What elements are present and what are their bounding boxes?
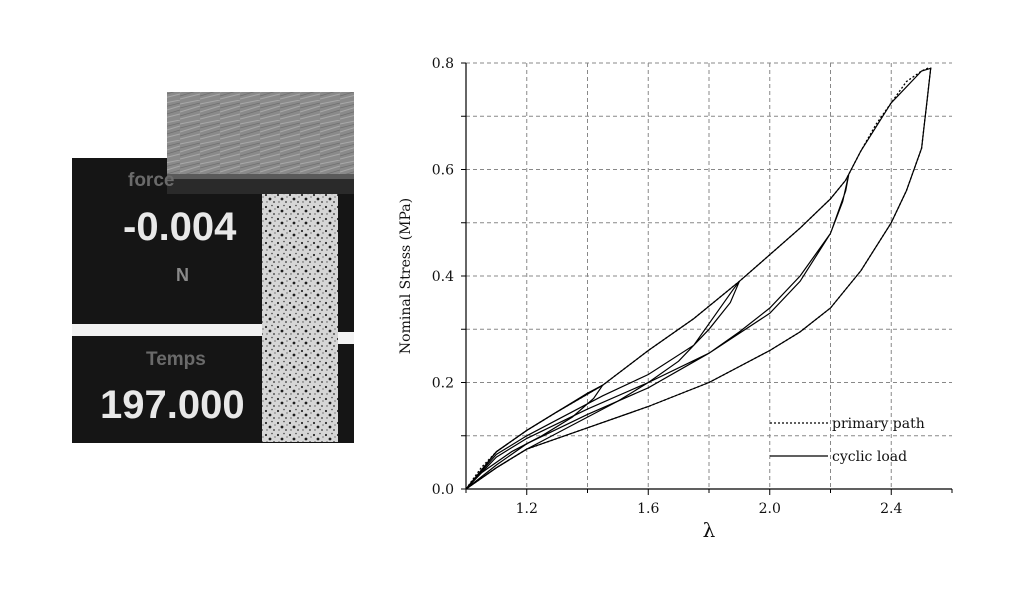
y-tick-label: 0.2 xyxy=(432,376,454,392)
y-tick-label: 0.0 xyxy=(432,482,454,498)
series-cyclic-load-cycle-3 xyxy=(465,174,850,490)
x-tick-label: 1.6 xyxy=(637,501,659,517)
series-cyclic-load-cycle-2 xyxy=(465,280,740,490)
x-axis-label: λ xyxy=(703,518,716,542)
force-label: force xyxy=(128,170,174,191)
clamp-jaw xyxy=(167,178,354,194)
y-tick-label: 0.4 xyxy=(432,269,454,285)
time-value: 197.000 xyxy=(100,383,245,427)
y-tick-label: 0.8 xyxy=(432,56,454,72)
y-axis-label: Nominal Stress (MPa) xyxy=(398,198,414,354)
x-tick-label: 2.0 xyxy=(759,501,781,517)
chart-ticks: 1.2 1.6 2.0 2.4 0.0 0.2 0.4 0.6 0.8 xyxy=(432,56,903,517)
display-divider xyxy=(72,324,262,336)
chart-series xyxy=(465,67,932,490)
chart-axes xyxy=(461,62,953,495)
speckled-specimen xyxy=(262,194,338,442)
time-label: Temps xyxy=(146,349,206,370)
chart-grid xyxy=(466,62,952,489)
x-tick-label: 2.4 xyxy=(880,501,902,517)
series-cyclic-load-cycle-1 xyxy=(465,67,932,490)
legend-primary-path-label: primary path xyxy=(832,416,925,432)
x-tick-label: 1.2 xyxy=(516,501,538,517)
chart-legend: primary path cyclic load xyxy=(770,416,925,465)
legend-cyclic-load-label: cyclic load xyxy=(832,449,907,465)
force-unit: N xyxy=(176,265,189,285)
y-tick-label: 0.6 xyxy=(432,163,454,179)
force-value: -0.004 xyxy=(123,205,237,249)
specimen-photo: force -0.004 N Temps 197.000 xyxy=(72,92,354,443)
series-cyclic-load-cycle-4 xyxy=(465,384,604,490)
stress-stretch-chart: 1.2 1.6 2.0 2.4 0.0 0.2 0.4 0.6 0.8 λ Nominal St… xyxy=(398,56,953,542)
metal-clamp xyxy=(167,92,354,184)
